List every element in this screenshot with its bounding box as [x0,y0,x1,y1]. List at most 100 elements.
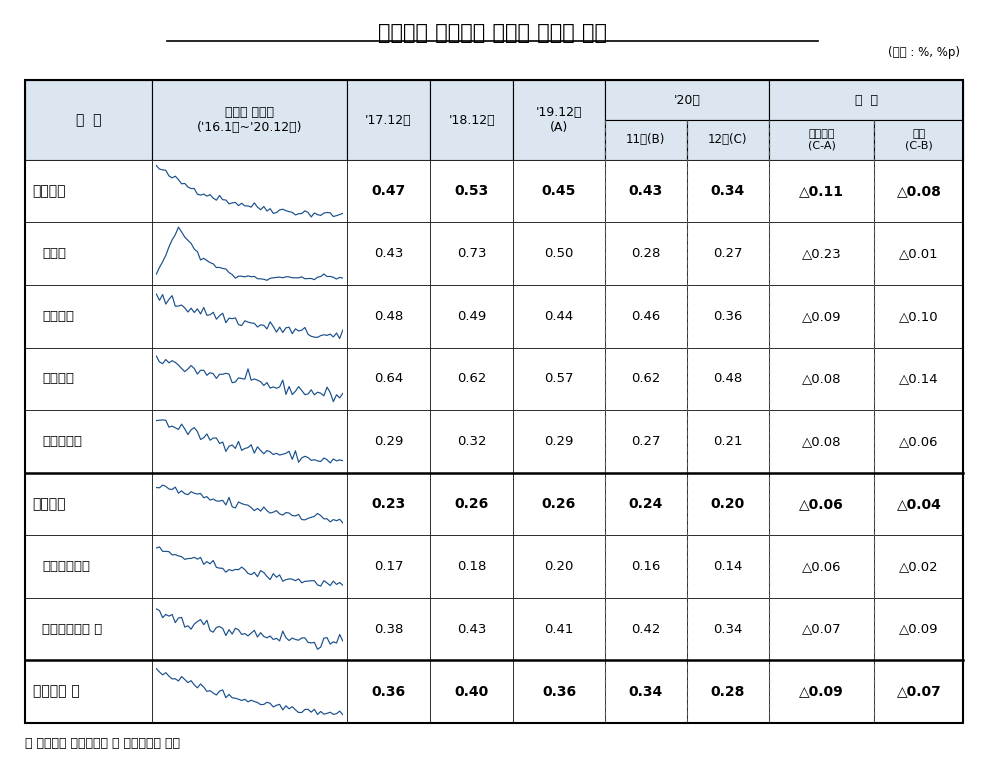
Text: 0.36: 0.36 [542,685,576,698]
Bar [687,536,769,597]
Bar [687,120,769,160]
Bar [605,285,687,347]
Bar [769,223,875,285]
Text: 0.29: 0.29 [373,435,403,448]
Bar [430,160,513,223]
Text: 중소기업: 중소기업 [42,310,74,323]
Text: 0.43: 0.43 [628,184,663,198]
Text: 연체율 시계열
('16.1월~'20.12월): 연체율 시계열 ('16.1월~'20.12월) [197,106,302,134]
Bar [153,347,347,410]
Text: 0.62: 0.62 [457,373,487,386]
Text: (단위 : %, %p): (단위 : %, %p) [888,46,960,58]
Text: 0.41: 0.41 [545,623,573,636]
Text: 0.28: 0.28 [631,247,660,260]
Bar [430,285,513,347]
Bar [347,223,430,285]
Bar [153,80,347,160]
Text: 0.17: 0.17 [373,560,403,573]
Bar [25,536,153,597]
Text: 0.44: 0.44 [545,310,573,323]
Bar [875,223,963,285]
Bar [513,473,605,536]
Bar [430,80,513,160]
Bar [153,223,347,285]
Text: △0.08: △0.08 [802,435,841,448]
Text: 0.43: 0.43 [373,247,403,260]
Bar [347,660,430,723]
Text: 12말(C): 12말(C) [708,134,748,146]
Text: △0.06: △0.06 [802,560,841,573]
Bar [605,347,687,410]
Bar [513,80,605,160]
Bar [687,410,769,473]
Text: 주택담보대출: 주택담보대출 [42,560,91,573]
Bar [347,80,430,160]
Bar [687,347,769,410]
Bar [153,536,347,597]
Bar [687,160,769,223]
Text: 0.48: 0.48 [713,373,743,386]
Text: △0.06: △0.06 [899,435,939,448]
Bar [605,536,687,597]
Text: 전년동월
(C-A): 전년동월 (C-A) [808,129,835,151]
Bar [605,80,769,120]
Text: 기업대출: 기업대출 [33,184,66,198]
Bar [25,410,153,473]
Text: 국내은행 원화대출 부문별 연체율 추이: 국내은행 원화대출 부문별 연체율 추이 [378,23,607,43]
Bar [769,597,875,660]
Text: 0.73: 0.73 [457,247,487,260]
Bar [875,347,963,410]
Text: 중소법인: 중소법인 [42,373,74,386]
Bar [347,160,430,223]
Text: 0.26: 0.26 [542,497,576,511]
Bar [25,285,153,347]
Bar [25,660,153,723]
Bar [605,223,687,285]
Text: △0.10: △0.10 [899,310,939,323]
Text: 0.29: 0.29 [545,435,573,448]
Text: 구  분: 구 분 [76,113,101,127]
Bar [513,660,605,723]
Bar [347,285,430,347]
Text: 0.34: 0.34 [713,623,743,636]
Bar [769,80,963,120]
Text: 0.24: 0.24 [628,497,663,511]
Bar [769,410,875,473]
Text: △0.01: △0.01 [899,247,939,260]
Text: 0.53: 0.53 [455,184,489,198]
Bar [153,597,347,660]
Text: '18.12말: '18.12말 [448,114,495,126]
Bar [513,223,605,285]
Bar [153,410,347,473]
Text: 전월
(C-B): 전월 (C-B) [905,129,933,151]
Text: 0.21: 0.21 [713,435,743,448]
Bar [875,410,963,473]
Bar [430,597,513,660]
Bar [430,223,513,285]
Text: 변  동: 변 동 [855,94,878,106]
Text: 11말(B): 11말(B) [625,134,665,146]
Text: '20년: '20년 [674,94,700,106]
Bar [25,80,153,160]
Bar [687,660,769,723]
Bar [513,160,605,223]
Text: 0.38: 0.38 [373,623,403,636]
Bar [875,160,963,223]
Text: 0.49: 0.49 [457,310,487,323]
Bar [875,473,963,536]
Bar [687,223,769,285]
Bar [347,597,430,660]
Text: 원화대출 계: 원화대출 계 [33,685,79,698]
Text: △0.06: △0.06 [799,497,844,511]
Text: 0.27: 0.27 [630,435,660,448]
Text: 0.14: 0.14 [713,560,743,573]
Text: 0.20: 0.20 [545,560,573,573]
Bar [769,120,875,160]
Bar [769,473,875,536]
Bar [25,347,153,410]
Bar [153,285,347,347]
Text: 0.16: 0.16 [631,560,660,573]
Bar [153,473,347,536]
Bar [513,285,605,347]
Text: △0.11: △0.11 [799,184,844,198]
